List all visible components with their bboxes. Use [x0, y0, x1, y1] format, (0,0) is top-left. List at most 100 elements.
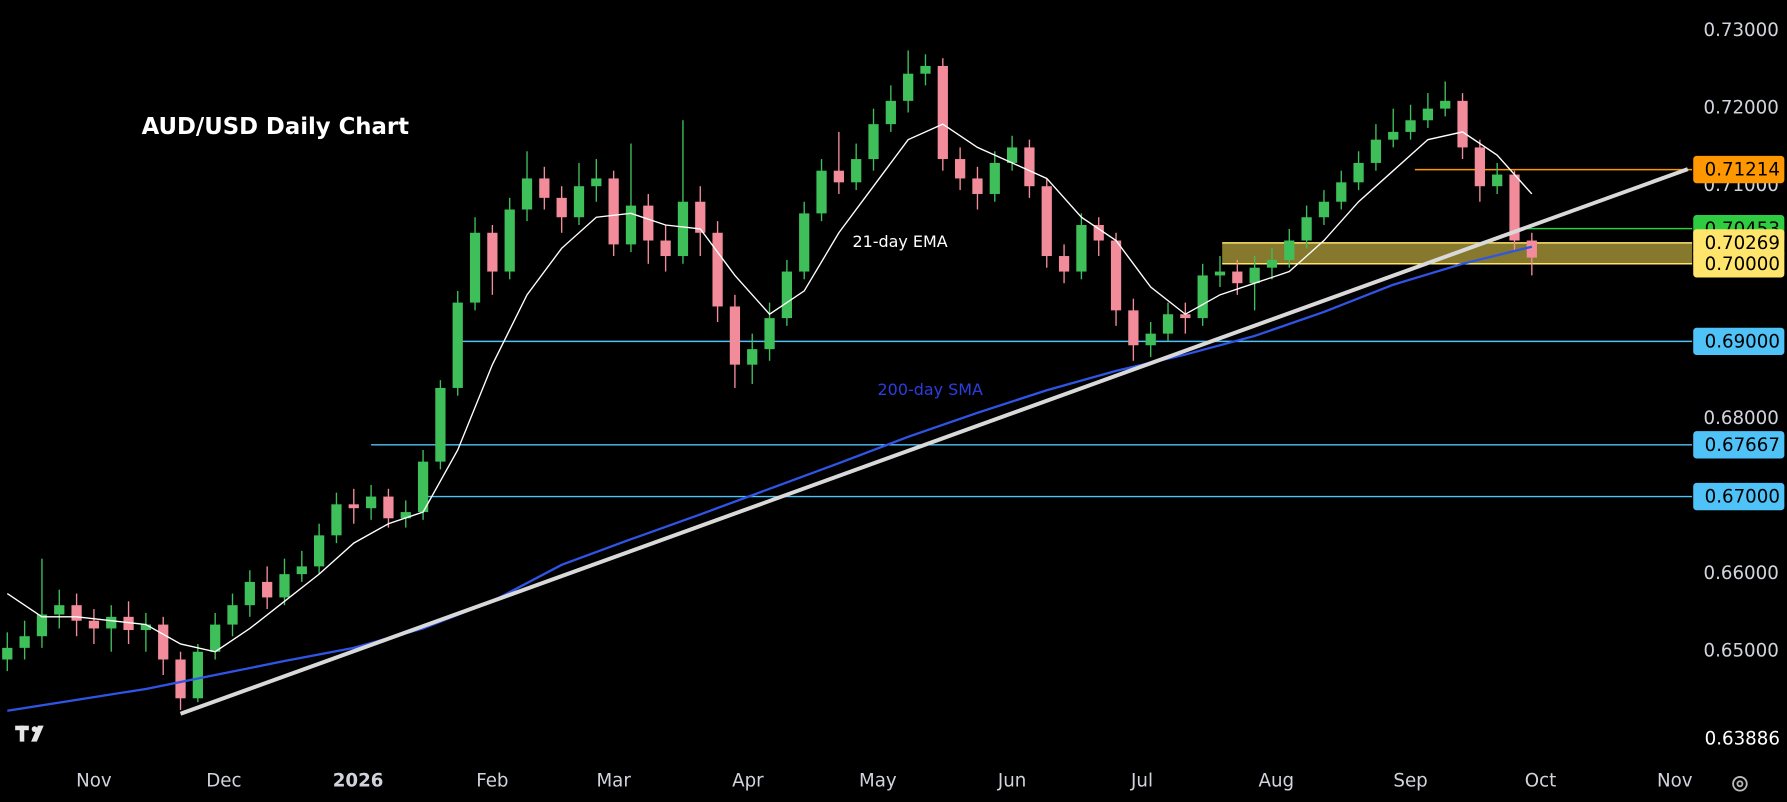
level-label-box	[1693, 482, 1785, 511]
level-label-box	[1693, 229, 1785, 257]
price-marker: 0.63886	[1705, 728, 1780, 749]
candle-body	[348, 504, 359, 509]
y-tick-label: 0.72000	[1703, 98, 1778, 119]
x-tick-label: Aug	[1259, 770, 1295, 791]
x-tick-label: Sep	[1393, 770, 1427, 791]
candle-body	[1440, 100, 1451, 109]
candle-body	[677, 201, 689, 257]
candle-body	[1370, 139, 1382, 163]
candle-body	[1284, 240, 1295, 260]
settings-icon[interactable]	[1732, 776, 1748, 792]
level-label-box	[1693, 327, 1785, 356]
indicator-label: 200-day SMA	[878, 380, 983, 399]
candle-body	[1474, 147, 1485, 187]
candle-body	[781, 271, 793, 319]
candle-body	[816, 170, 827, 214]
candle-body	[1422, 108, 1434, 121]
candle-body	[833, 170, 844, 183]
candle-body	[1492, 174, 1503, 187]
x-tick-label: Nov	[76, 770, 112, 791]
candle-body	[244, 581, 255, 606]
candle-body	[400, 512, 411, 519]
level-label: 0.71214	[1705, 160, 1780, 181]
candle-body	[88, 620, 100, 629]
candle-body	[452, 302, 463, 388]
candle-body	[695, 201, 706, 233]
logo	[15, 725, 44, 742]
candle-body	[1266, 259, 1278, 268]
x-tick-label: Dec	[206, 770, 241, 791]
candle-body	[140, 624, 152, 631]
level-label-box	[1693, 155, 1785, 184]
candle-body	[799, 213, 810, 272]
x-tick-label: Jun	[997, 770, 1026, 791]
candle-body	[192, 651, 203, 699]
candle-body	[1336, 182, 1347, 202]
candle-body	[383, 496, 394, 519]
candle-body	[1301, 217, 1312, 241]
candle-body	[1197, 275, 1208, 319]
y-tick-label: 0.65000	[1703, 641, 1778, 662]
candle-body	[868, 124, 879, 160]
candle-body	[729, 306, 741, 365]
candle-body	[296, 566, 307, 575]
candle-body	[175, 659, 186, 699]
level-label: 0.70269	[1705, 233, 1780, 254]
candle-body	[920, 65, 931, 74]
candle-body	[435, 387, 446, 462]
indicator-label: 21-day EMA	[852, 232, 947, 251]
candle-body	[1162, 314, 1174, 334]
candle-body	[556, 197, 567, 218]
candle-body	[1024, 147, 1035, 187]
candle-body	[1180, 314, 1191, 319]
candle-body	[1526, 240, 1537, 258]
y-tick-label: 0.73000	[1703, 20, 1778, 41]
y-tick-label: 0.68000	[1703, 408, 1778, 429]
candle-body	[1041, 186, 1052, 257]
candle-body	[625, 205, 637, 245]
y-tick-label: 0.66000	[1703, 563, 1778, 584]
indicator-line	[7, 245, 1533, 712]
level-label: 0.70000	[1705, 254, 1780, 275]
candle-body	[2, 647, 13, 660]
candle-body	[1353, 162, 1364, 183]
candle-body	[764, 318, 775, 350]
candle-body	[851, 159, 862, 183]
candle-body	[885, 100, 896, 125]
candle-body	[36, 614, 48, 637]
candle-body	[1076, 225, 1087, 272]
candle-body	[591, 178, 602, 187]
candle-body	[279, 574, 290, 598]
candle-body	[227, 605, 238, 625]
level-label-box	[1693, 431, 1785, 459]
candle-body	[210, 624, 221, 652]
candle-body	[487, 232, 498, 272]
x-tick-label: Nov	[1657, 770, 1693, 791]
candle-body	[1093, 225, 1104, 241]
candle-body	[573, 186, 585, 218]
indicator-line	[6, 123, 1533, 653]
candle-body	[54, 605, 65, 615]
candle-body	[643, 205, 654, 241]
candle-body	[1128, 310, 1139, 346]
trendline	[179, 167, 1689, 716]
x-tick-label: Feb	[476, 770, 508, 791]
candle-body	[1006, 147, 1018, 163]
candle-body	[539, 178, 550, 198]
candle-body	[19, 636, 30, 648]
candle-body	[747, 349, 758, 365]
candle-body	[1232, 271, 1243, 284]
candle-body	[521, 178, 533, 210]
candle-body	[1214, 271, 1226, 276]
candle-body	[1249, 267, 1260, 284]
x-tick-label: Mar	[596, 770, 631, 791]
candle-body	[123, 616, 134, 631]
candle-body	[106, 616, 117, 629]
x-tick-label: Apr	[732, 770, 764, 791]
candle-body	[955, 159, 966, 179]
x-tick-label: May	[859, 770, 897, 791]
candle-body	[1509, 174, 1520, 241]
